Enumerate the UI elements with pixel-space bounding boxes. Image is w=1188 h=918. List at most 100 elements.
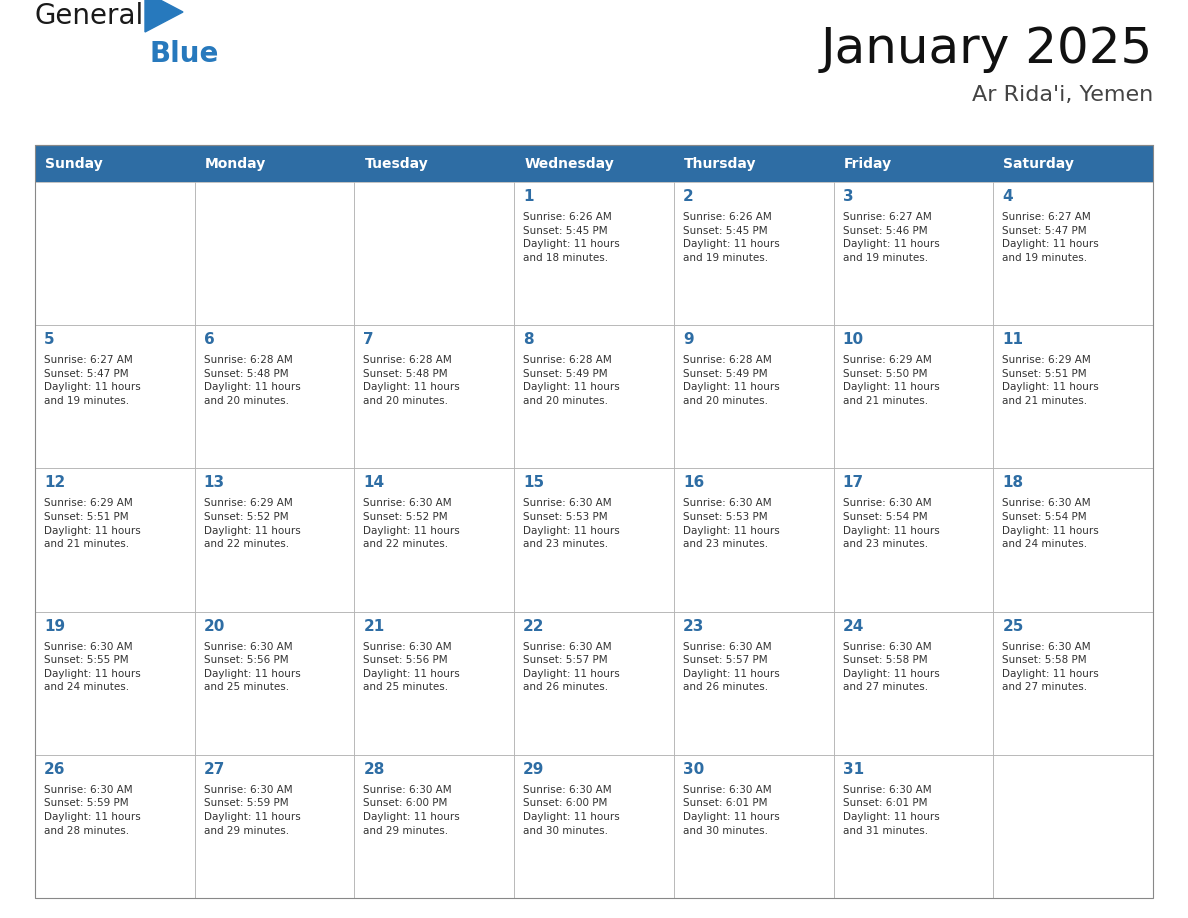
Text: Sunrise: 6:28 AM
Sunset: 5:48 PM
Daylight: 11 hours
and 20 minutes.: Sunrise: 6:28 AM Sunset: 5:48 PM Dayligh… [203, 355, 301, 406]
Bar [195, 611, 354, 755]
Text: Sunrise: 6:29 AM
Sunset: 5:51 PM
Daylight: 11 hours
and 21 minutes.: Sunrise: 6:29 AM Sunset: 5:51 PM Dayligh… [44, 498, 140, 549]
Text: Sunrise: 6:28 AM
Sunset: 5:49 PM
Daylight: 11 hours
and 20 minutes.: Sunrise: 6:28 AM Sunset: 5:49 PM Dayligh… [683, 355, 779, 406]
Bar [514, 611, 674, 755]
Text: 31: 31 [842, 762, 864, 777]
Text: 6: 6 [203, 332, 215, 347]
Text: Ar Rida'i, Yemen: Ar Rida'i, Yemen [972, 85, 1154, 105]
Text: 24: 24 [842, 619, 864, 633]
Text: Sunrise: 6:30 AM
Sunset: 6:00 PM
Daylight: 11 hours
and 29 minutes.: Sunrise: 6:30 AM Sunset: 6:00 PM Dayligh… [364, 785, 460, 835]
Text: 14: 14 [364, 476, 385, 490]
Text: 15: 15 [523, 476, 544, 490]
Text: 3: 3 [842, 189, 853, 204]
Text: Sunrise: 6:28 AM
Sunset: 5:48 PM
Daylight: 11 hours
and 20 minutes.: Sunrise: 6:28 AM Sunset: 5:48 PM Dayligh… [364, 355, 460, 406]
Bar [195, 468, 354, 611]
Bar [34, 611, 195, 755]
Bar [34, 145, 195, 182]
Text: Tuesday: Tuesday [365, 156, 428, 171]
Bar [34, 145, 1154, 898]
Bar [354, 325, 514, 468]
Bar [514, 145, 674, 182]
Text: Sunrise: 6:29 AM
Sunset: 5:52 PM
Daylight: 11 hours
and 22 minutes.: Sunrise: 6:29 AM Sunset: 5:52 PM Dayligh… [203, 498, 301, 549]
Text: Sunrise: 6:30 AM
Sunset: 6:00 PM
Daylight: 11 hours
and 30 minutes.: Sunrise: 6:30 AM Sunset: 6:00 PM Dayligh… [523, 785, 620, 835]
Text: 29: 29 [523, 762, 544, 777]
Text: 12: 12 [44, 476, 65, 490]
Bar [195, 182, 354, 325]
Bar [834, 145, 993, 182]
Bar [34, 182, 195, 325]
Bar [34, 325, 195, 468]
Bar [993, 468, 1154, 611]
Text: Sunrise: 6:30 AM
Sunset: 5:56 PM
Daylight: 11 hours
and 25 minutes.: Sunrise: 6:30 AM Sunset: 5:56 PM Dayligh… [364, 642, 460, 692]
Bar [674, 182, 834, 325]
Text: Sunrise: 6:30 AM
Sunset: 5:55 PM
Daylight: 11 hours
and 24 minutes.: Sunrise: 6:30 AM Sunset: 5:55 PM Dayligh… [44, 642, 140, 692]
Text: Sunrise: 6:30 AM
Sunset: 5:53 PM
Daylight: 11 hours
and 23 minutes.: Sunrise: 6:30 AM Sunset: 5:53 PM Dayligh… [523, 498, 620, 549]
Text: 5: 5 [44, 332, 55, 347]
Text: Sunrise: 6:30 AM
Sunset: 5:59 PM
Daylight: 11 hours
and 29 minutes.: Sunrise: 6:30 AM Sunset: 5:59 PM Dayligh… [203, 785, 301, 835]
Text: 20: 20 [203, 619, 225, 633]
Text: 13: 13 [203, 476, 225, 490]
Text: 10: 10 [842, 332, 864, 347]
Bar [354, 145, 514, 182]
Text: Sunrise: 6:30 AM
Sunset: 5:57 PM
Daylight: 11 hours
and 26 minutes.: Sunrise: 6:30 AM Sunset: 5:57 PM Dayligh… [683, 642, 779, 692]
Bar [834, 755, 993, 898]
Text: Sunrise: 6:30 AM
Sunset: 5:54 PM
Daylight: 11 hours
and 24 minutes.: Sunrise: 6:30 AM Sunset: 5:54 PM Dayligh… [1003, 498, 1099, 549]
Text: Sunrise: 6:30 AM
Sunset: 6:01 PM
Daylight: 11 hours
and 30 minutes.: Sunrise: 6:30 AM Sunset: 6:01 PM Dayligh… [683, 785, 779, 835]
Text: Sunrise: 6:30 AM
Sunset: 5:53 PM
Daylight: 11 hours
and 23 minutes.: Sunrise: 6:30 AM Sunset: 5:53 PM Dayligh… [683, 498, 779, 549]
Text: 19: 19 [44, 619, 65, 633]
Bar [674, 145, 834, 182]
Text: Sunrise: 6:27 AM
Sunset: 5:47 PM
Daylight: 11 hours
and 19 minutes.: Sunrise: 6:27 AM Sunset: 5:47 PM Dayligh… [44, 355, 140, 406]
Text: Sunrise: 6:29 AM
Sunset: 5:50 PM
Daylight: 11 hours
and 21 minutes.: Sunrise: 6:29 AM Sunset: 5:50 PM Dayligh… [842, 355, 940, 406]
Bar [674, 755, 834, 898]
Text: Sunrise: 6:30 AM
Sunset: 5:57 PM
Daylight: 11 hours
and 26 minutes.: Sunrise: 6:30 AM Sunset: 5:57 PM Dayligh… [523, 642, 620, 692]
Text: January 2025: January 2025 [821, 25, 1154, 73]
Text: 30: 30 [683, 762, 704, 777]
Bar [834, 611, 993, 755]
Bar [993, 755, 1154, 898]
Bar [674, 611, 834, 755]
Text: General: General [34, 2, 144, 30]
Bar [195, 755, 354, 898]
Text: 2: 2 [683, 189, 694, 204]
Text: Sunrise: 6:28 AM
Sunset: 5:49 PM
Daylight: 11 hours
and 20 minutes.: Sunrise: 6:28 AM Sunset: 5:49 PM Dayligh… [523, 355, 620, 406]
Bar [195, 145, 354, 182]
Text: Sunrise: 6:30 AM
Sunset: 5:52 PM
Daylight: 11 hours
and 22 minutes.: Sunrise: 6:30 AM Sunset: 5:52 PM Dayligh… [364, 498, 460, 549]
Text: Sunday: Sunday [45, 156, 102, 171]
Text: Sunrise: 6:27 AM
Sunset: 5:46 PM
Daylight: 11 hours
and 19 minutes.: Sunrise: 6:27 AM Sunset: 5:46 PM Dayligh… [842, 212, 940, 263]
Text: Friday: Friday [843, 156, 892, 171]
Text: 25: 25 [1003, 619, 1024, 633]
Bar [195, 325, 354, 468]
Bar [993, 611, 1154, 755]
Polygon shape [145, 0, 183, 32]
Text: 11: 11 [1003, 332, 1023, 347]
Text: Saturday: Saturday [1004, 156, 1074, 171]
Text: 16: 16 [683, 476, 704, 490]
Text: 23: 23 [683, 619, 704, 633]
Text: 4: 4 [1003, 189, 1013, 204]
Text: Blue: Blue [148, 40, 219, 68]
Bar [514, 468, 674, 611]
Text: Sunrise: 6:30 AM
Sunset: 5:58 PM
Daylight: 11 hours
and 27 minutes.: Sunrise: 6:30 AM Sunset: 5:58 PM Dayligh… [842, 642, 940, 692]
Text: 27: 27 [203, 762, 225, 777]
Bar [514, 325, 674, 468]
Bar [993, 182, 1154, 325]
Bar [354, 611, 514, 755]
Text: 8: 8 [523, 332, 533, 347]
Text: 22: 22 [523, 619, 544, 633]
Text: Thursday: Thursday [684, 156, 757, 171]
Text: Sunrise: 6:26 AM
Sunset: 5:45 PM
Daylight: 11 hours
and 18 minutes.: Sunrise: 6:26 AM Sunset: 5:45 PM Dayligh… [523, 212, 620, 263]
Text: Sunrise: 6:26 AM
Sunset: 5:45 PM
Daylight: 11 hours
and 19 minutes.: Sunrise: 6:26 AM Sunset: 5:45 PM Dayligh… [683, 212, 779, 263]
Text: 21: 21 [364, 619, 385, 633]
Bar [674, 468, 834, 611]
Bar [34, 468, 195, 611]
Text: Sunrise: 6:30 AM
Sunset: 6:01 PM
Daylight: 11 hours
and 31 minutes.: Sunrise: 6:30 AM Sunset: 6:01 PM Dayligh… [842, 785, 940, 835]
Bar [993, 145, 1154, 182]
Bar [993, 325, 1154, 468]
Text: 1: 1 [523, 189, 533, 204]
Text: Sunrise: 6:30 AM
Sunset: 5:58 PM
Daylight: 11 hours
and 27 minutes.: Sunrise: 6:30 AM Sunset: 5:58 PM Dayligh… [1003, 642, 1099, 692]
Bar [354, 468, 514, 611]
Text: Sunrise: 6:30 AM
Sunset: 5:54 PM
Daylight: 11 hours
and 23 minutes.: Sunrise: 6:30 AM Sunset: 5:54 PM Dayligh… [842, 498, 940, 549]
Bar [834, 182, 993, 325]
Text: Monday: Monday [204, 156, 266, 171]
Text: 9: 9 [683, 332, 694, 347]
Text: 7: 7 [364, 332, 374, 347]
